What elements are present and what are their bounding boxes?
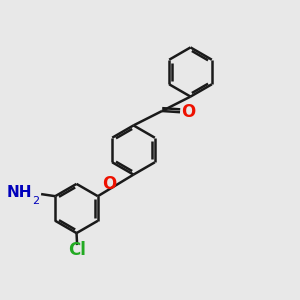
Text: O: O bbox=[102, 175, 116, 193]
Text: Cl: Cl bbox=[68, 241, 86, 259]
Text: NH: NH bbox=[7, 185, 32, 200]
Text: 2: 2 bbox=[32, 196, 40, 206]
Text: O: O bbox=[181, 103, 195, 121]
